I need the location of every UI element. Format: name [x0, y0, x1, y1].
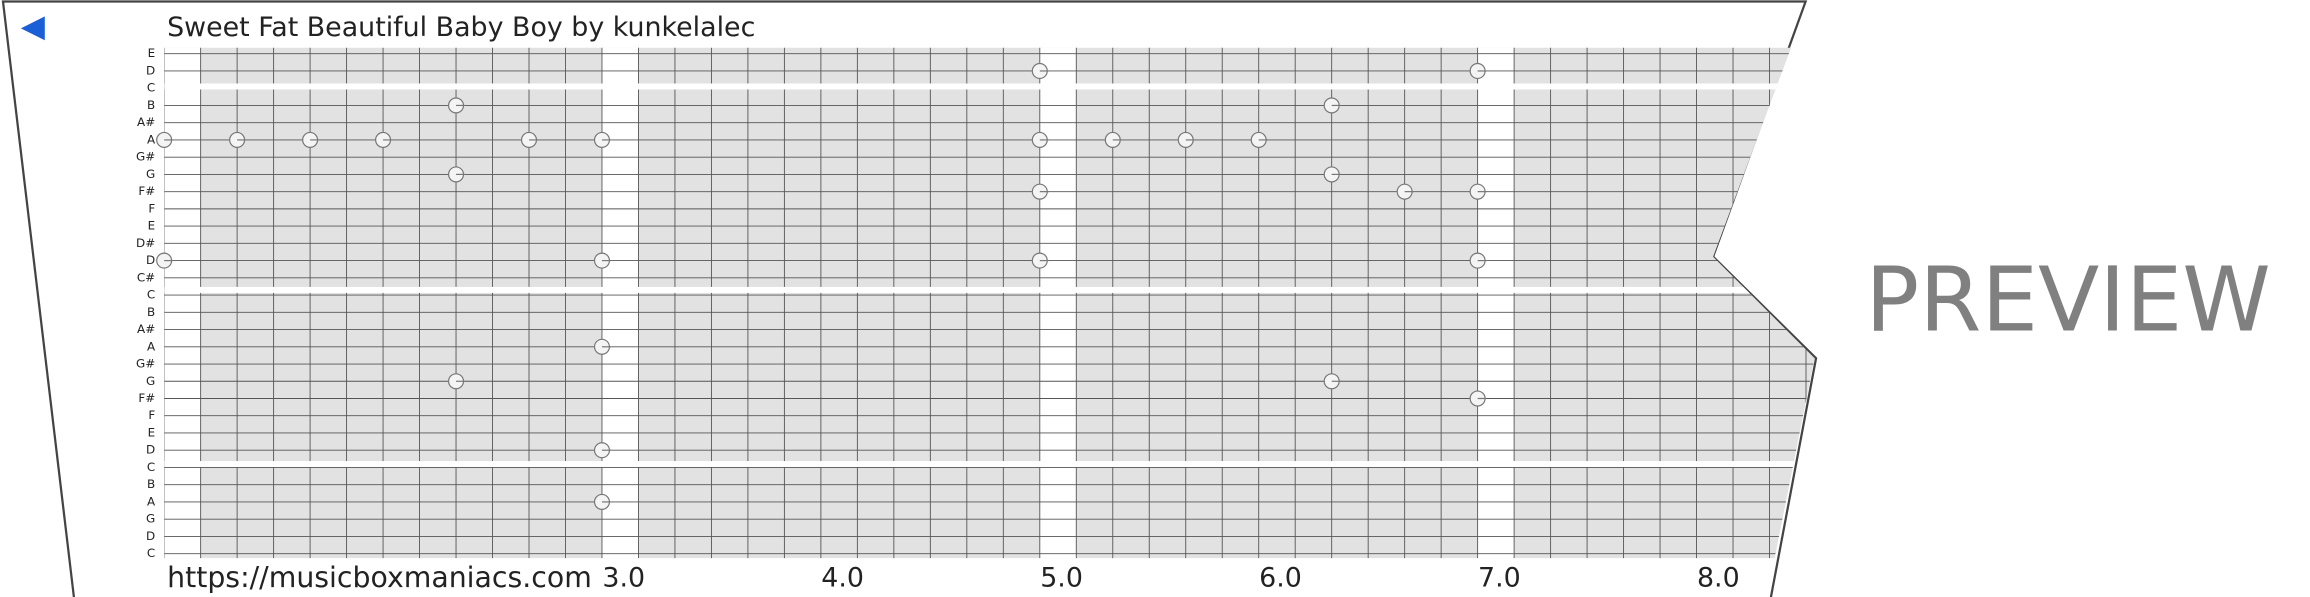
pitch-label: F# [138, 184, 155, 198]
measure-label: 3.0 [602, 563, 645, 594]
white-column [164, 47, 201, 559]
white-column [601, 47, 639, 559]
pitch-label: B [147, 477, 155, 491]
pitch-label: E [148, 425, 156, 439]
pitch-label: D# [136, 236, 155, 250]
pitch-label: F [148, 408, 155, 422]
separator [164, 83, 1815, 90]
measure-labels: 3.0 4.0 5.0 6.0 7.0 8.0 [602, 563, 1739, 594]
note-grid [164, 47, 1815, 559]
url: https://musicboxmaniacs.com [167, 561, 592, 594]
pitch-label: B [147, 98, 155, 112]
pitch-label: A# [137, 115, 155, 129]
measure-label: 5.0 [1040, 563, 1083, 594]
white-column [1477, 47, 1515, 559]
pitch-label: A [147, 132, 156, 146]
pitch-label: E [148, 46, 156, 60]
pitch-label: G [146, 512, 155, 526]
measure-label: 8.0 [1697, 563, 1740, 594]
separator [164, 461, 1815, 467]
pitch-label: C [147, 460, 155, 474]
notes [156, 62, 1487, 510]
pitch-label: G [146, 167, 155, 181]
pitch-label: E [148, 219, 156, 233]
grid-fill [164, 47, 1815, 559]
pitch-label: D [146, 443, 155, 457]
pitch-label: F# [138, 391, 155, 405]
white-column [1039, 47, 1077, 559]
pitch-label: G# [136, 357, 155, 371]
separator [164, 286, 1815, 293]
pitch-label: C [147, 288, 155, 302]
back-button[interactable] [20, 16, 45, 41]
measure-label: 4.0 [821, 563, 864, 594]
pitch-label: C [147, 81, 155, 95]
pitch-label: A [147, 494, 156, 508]
watermark: PREVIEW [1865, 248, 2270, 352]
measure-label: 6.0 [1259, 563, 1302, 594]
pitch-label: F [148, 201, 155, 215]
title: Sweet Fat Beautiful Baby Boy by kunkelal… [167, 12, 755, 43]
pitch-label: C# [137, 270, 155, 284]
pitch-label: G [146, 374, 155, 388]
pitch-label: A# [137, 322, 155, 336]
pitch-label: D [146, 529, 155, 543]
measure-label: 7.0 [1478, 563, 1521, 594]
pitch-label: C [147, 546, 155, 560]
pitch-label: A [147, 339, 156, 353]
pitch-label: D [146, 63, 155, 77]
pitch-label: B [147, 305, 155, 319]
pitch-label: G# [136, 150, 155, 164]
pitch-label: D [146, 253, 155, 267]
